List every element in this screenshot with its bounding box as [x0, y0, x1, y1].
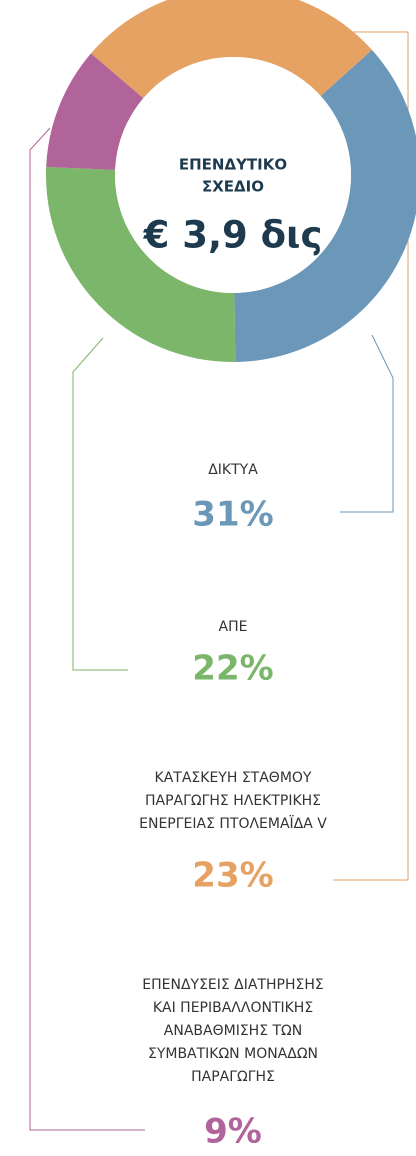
donut-segment — [46, 53, 144, 170]
value-label: 23% — [192, 856, 273, 896]
category-label: ΠΑΡΑΓΩΓΗΣ — [191, 1069, 275, 1085]
donut-hole — [115, 57, 351, 293]
category-label: ΕΠΕΝΔΥΣΕΙΣ ΔΙΑΤΗΡΗΣΗΣ — [142, 977, 324, 993]
connector — [340, 334, 394, 513]
value-label: 9% — [204, 1112, 262, 1152]
labels: ΔΙΚΤΥΑ 31% ΑΠΕ 22% ΚΑΤΑΣΚΕΥΗ ΣΤΑΘΜΟΥ ΠΑΡΑΓΩΓΗ… — [139, 462, 327, 1152]
category-label: ΕΝΕΡΓΕΙΑΣ ΠΤΟΛΕΜΑΪΔΑ V — [139, 814, 327, 832]
donut-segment — [234, 49, 416, 362]
center-title: ΕΠΕΝΔΥΤΙΚΟ — [179, 156, 287, 174]
category-label: ΣΥΜΒΑΤΙΚΩΝ ΜΟΝΑΔΩΝ — [148, 1046, 318, 1062]
connector — [333, 31, 409, 881]
center-title: ΣΧΕΔΙΟ — [202, 178, 264, 196]
category-label: ΔΙΚΤΥΑ — [208, 462, 258, 478]
center-value: € 3,9 δις — [143, 214, 323, 257]
donut — [45, 0, 416, 362]
connector — [29, 127, 145, 1131]
category-label: ΚΑΤΑΣΚΕΥΗ ΣΤΑΘΜΟΥ — [155, 770, 312, 786]
connector — [72, 337, 128, 671]
donut-segment — [45, 166, 236, 362]
value-label: 31% — [192, 495, 273, 535]
category-label: ΑΝΑΒΑΘΜΙΣΗΣ ΤΩΝ — [164, 1023, 302, 1039]
donut-segment — [90, 0, 372, 99]
category-label: ΚΑΙ ΠΕΡΙΒΑΛΛΟΝΤΙΚΗΣ — [153, 1000, 313, 1016]
value-label: 22% — [192, 649, 273, 689]
category-label: ΠΑΡΑΓΩΓΗΣ ΗΛΕΚΤΡΙΚΗΣ — [145, 793, 321, 809]
category-label: ΑΠΕ — [219, 619, 248, 635]
